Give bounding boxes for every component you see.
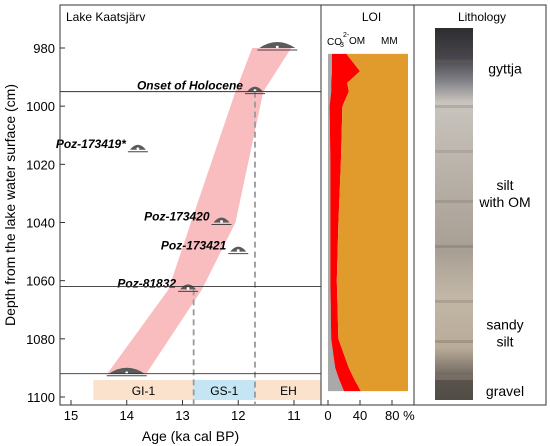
loi-area-carbonate xyxy=(328,53,344,392)
loi-x-tick-label: 80 % xyxy=(385,408,415,423)
lithology-unit-label: gravel xyxy=(486,383,524,399)
core-banding xyxy=(435,245,473,248)
y-tick-label: 1000 xyxy=(26,99,55,114)
loi-x-tick-label: 0 xyxy=(324,408,331,423)
age-model-envelope xyxy=(107,48,292,374)
date-median-point xyxy=(236,249,240,252)
lithology-unit-label: sandy xyxy=(486,317,523,333)
date-label: Poz-81832 xyxy=(117,276,176,290)
loi-panel: LOI CO3 2-OM MM 0 40 80 % xyxy=(320,4,415,423)
loi-panel-title: LOI xyxy=(362,10,381,24)
date-probability xyxy=(213,217,230,223)
legend-mineral-matter: MM xyxy=(381,36,398,47)
x-tick-label: 11 xyxy=(287,408,301,423)
y-tick-label: 1040 xyxy=(26,216,55,231)
date-label: Onset of Holocene xyxy=(137,79,243,93)
date-median-point xyxy=(186,286,190,290)
loi-area-mineral-matter xyxy=(336,53,408,392)
date-label: Poz-173419* xyxy=(56,137,127,151)
stage-bar-eh xyxy=(254,380,322,400)
date-label: Poz-173420 xyxy=(144,210,210,224)
date-median-point xyxy=(136,147,140,151)
x-tick-label: 12 xyxy=(231,408,245,423)
stage-label-eh: EH xyxy=(280,384,297,398)
x-axis-label: Age (ka cal BP) xyxy=(142,428,239,444)
age-depth-panel: Lake Kaatsjärv GI-1 GS-1 EH Onset of Holocen… xyxy=(2,4,546,444)
y-tick-label: 980 xyxy=(33,41,55,56)
loi-x-tick-label: 40 xyxy=(353,408,367,423)
y-tick-label: 1100 xyxy=(27,390,55,405)
date-probability xyxy=(129,144,146,150)
y-tick-label: 1060 xyxy=(26,274,55,289)
date-probability xyxy=(246,86,263,92)
lithology-unit-label: silt xyxy=(496,334,513,350)
legend-organic-matter: OM xyxy=(349,36,365,47)
lithology-unit-label: with OM xyxy=(478,194,530,210)
date-probability xyxy=(230,246,247,252)
date-median-point xyxy=(275,45,279,49)
lithology-unit-label: silt xyxy=(496,177,513,193)
date-label: Poz-173421 xyxy=(161,239,227,253)
core-photo xyxy=(435,28,473,400)
core-banding xyxy=(435,300,473,303)
date-median-point xyxy=(220,220,223,223)
lithology-panel-title: Lithology xyxy=(458,10,506,24)
core-banding xyxy=(435,372,473,375)
x-tick-label: 14 xyxy=(120,408,134,423)
core-gravel-base xyxy=(435,380,473,400)
x-tick-label: 13 xyxy=(175,408,189,423)
stage-bar-gs-1 xyxy=(193,380,255,400)
x-tick-label: 15 xyxy=(64,408,78,423)
date-probability xyxy=(108,367,145,374)
core-banding xyxy=(435,340,473,343)
stage-label-gs-1: GS-1 xyxy=(210,384,238,398)
lithology-unit-label: gyttja xyxy=(488,60,522,76)
stage-label-gi-1: GI-1 xyxy=(132,384,156,398)
date-probability xyxy=(259,42,296,48)
legend-carbonate: CO xyxy=(327,37,342,48)
legend-carbonate-subscript: 3 xyxy=(340,42,344,49)
stage-bar-gi-1 xyxy=(93,380,194,400)
core-banding xyxy=(435,150,473,153)
age-panel-frame xyxy=(59,4,322,406)
y-axis-label: Depth from the lake water surface (cm) xyxy=(2,84,18,326)
loi-area-organic-matter xyxy=(329,53,361,392)
core-banding xyxy=(435,60,473,63)
y-tick-label: 1080 xyxy=(26,332,55,347)
legend-carbonate-superscript: 2- xyxy=(343,32,350,39)
age-panel-title: Lake Kaatsjärv xyxy=(66,10,145,24)
core-banding xyxy=(435,200,473,203)
core-banding xyxy=(435,105,473,108)
y-tick-label: 1020 xyxy=(26,157,55,172)
